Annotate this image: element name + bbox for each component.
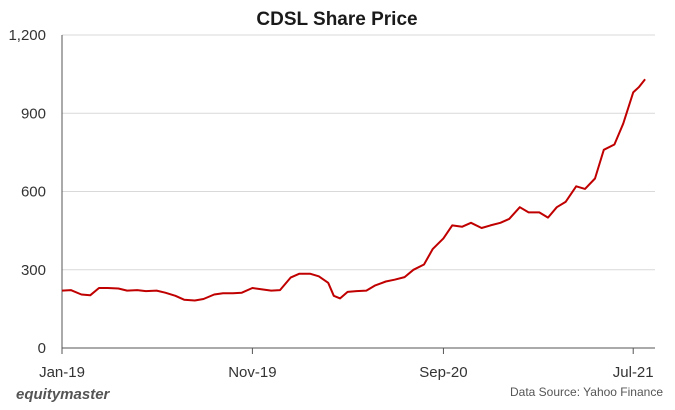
y-tick-label: 0 (38, 340, 46, 357)
gridlines (62, 34, 655, 271)
x-tick-label: Jan-19 (39, 364, 85, 381)
y-tick-label: 600 (21, 184, 46, 201)
x-tick-label: Jul-21 (613, 364, 654, 381)
price-series-line (61, 78, 646, 302)
chart-title: CDSL Share Price (256, 9, 417, 30)
data-source-note: Data Source: Yahoo Finance (510, 385, 663, 399)
x-tick-label: Sep-20 (419, 364, 467, 381)
y-tick-label: 900 (21, 105, 46, 122)
y-tick-label: 300 (21, 262, 46, 279)
y-axis-ticks: 0 300 600 900 1,200 (8, 27, 46, 357)
x-axis-ticks: Jan-19 Nov-19 Sep-20 Jul-21 (39, 348, 654, 381)
y-tick-label: 1,200 (8, 27, 46, 44)
x-tick-label: Nov-19 (228, 364, 276, 381)
equitymaster-logo: equitymaster (16, 386, 111, 403)
